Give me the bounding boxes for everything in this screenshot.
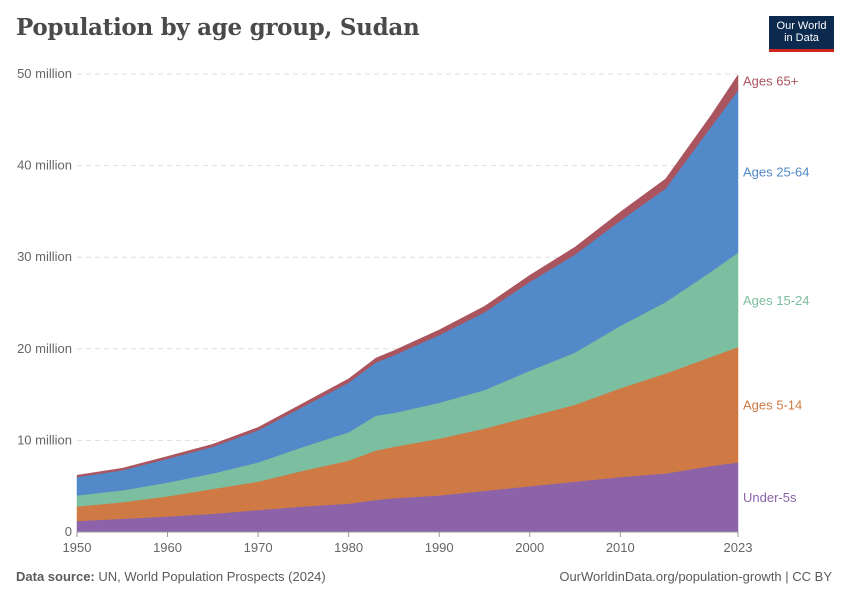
owid-logo[interactable]: Our World in Data [769,16,834,52]
y-tick-label: 30 million [17,249,72,264]
area-series [76,74,739,533]
x-tick-label: 1980 [334,540,363,555]
x-tick-label: 2010 [606,540,635,555]
series-labels: Under-5s Ages 5-14 Ages 15-24 Ages 25-64 Age… [743,73,810,505]
data-source: Data source: UN, World Population Prospe… [16,569,326,584]
series-label: Ages 65+ [743,73,798,88]
series-label: Ages 15-24 [743,293,810,308]
source-url-link[interactable]: OurWorldinData.org/population-growth | C… [559,569,832,584]
logo-line-2: in Data [784,32,819,44]
logo-line-1: Our World [776,20,827,32]
series-label: Under-5s [743,490,797,505]
series-label: Ages 25-64 [743,165,810,180]
x-tick-label: 1960 [153,540,182,555]
y-tick-label: 10 million [17,432,72,447]
chart-title: Population by age group, Sudan [16,14,420,41]
y-tick-label: 50 million [17,66,72,81]
x-tick-label: 1970 [244,540,273,555]
y-tick-label: 20 million [17,341,72,356]
series-label: Ages 5-14 [743,398,802,413]
x-tick-label: 1950 [63,540,92,555]
x-tick-label: 2023 [724,540,753,555]
x-tick-label: 2000 [515,540,544,555]
y-tick-label: 0 [65,524,72,539]
data-source-label: Data source: [16,569,95,584]
y-axis-ticks: 0 10 million 20 million 30 million 40 millio… [17,66,72,539]
area-ages-65-[interactable] [76,74,739,478]
data-source-text: UN, World Population Prospects (2024) [98,569,326,584]
y-tick-label: 40 million [17,158,72,173]
x-axis-ticks: 1950 1960 1970 1980 1990 2000 2010 2023 [63,531,753,555]
x-tick-label: 1990 [425,540,454,555]
